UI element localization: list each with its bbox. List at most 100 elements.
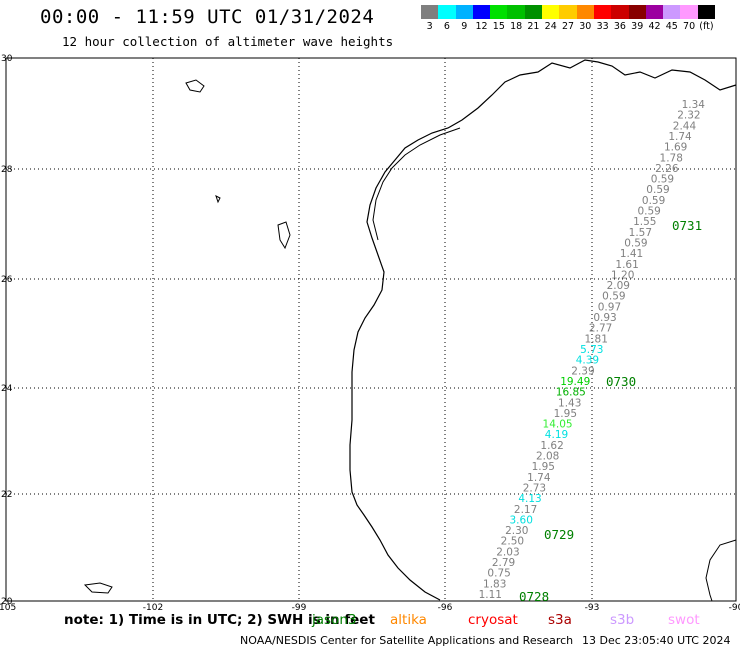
wave-height-value: 1.55 (633, 216, 656, 228)
colorbar-label: 15 (492, 21, 505, 32)
axis-labels: -105 -102 -99 -96 -93 -90 30 28 26 24 22 20 (0, 54, 740, 613)
wave-height-value: 2.17 (514, 504, 537, 516)
wave-height-value: 1.61 (615, 259, 638, 271)
colorbar-label: 18 (510, 21, 523, 32)
colorbar-label: 27 (561, 21, 575, 32)
colorbar-swatch (421, 5, 439, 19)
satellite-legend-s3a: s3a (548, 612, 572, 628)
wave-height-value: 1.34 (682, 99, 706, 111)
colorbar-swatch (697, 5, 716, 19)
colorbar-swatch (524, 5, 543, 19)
latitude-label: 20 (1, 597, 13, 607)
map-frame (5, 57, 737, 602)
colorbar-swatch (542, 5, 560, 19)
colorbar-swatch (507, 5, 525, 19)
colorbar-swatch (593, 5, 612, 19)
latitude-label: 24 (1, 384, 13, 394)
wave-height-value: 1.62 (540, 440, 563, 452)
wave-height-value: 2.77 (589, 323, 612, 335)
colorbar-swatch (438, 5, 456, 19)
wave-height-value: 3.60 (510, 514, 533, 526)
latitude-label: 30 (1, 54, 13, 64)
wave-height-value: 0.59 (642, 195, 665, 207)
wave-height-value: 0.97 (598, 301, 621, 313)
wave-height-value: 1.83 (483, 578, 506, 590)
wave-height-value: 0.59 (651, 174, 674, 186)
wave-height-value: 4.39 (576, 355, 599, 367)
wave-height-value: 1.57 (629, 227, 652, 239)
colorbar-swatch (611, 5, 629, 19)
colorbar-label: (ft) (699, 21, 714, 32)
page-subtitle: 12 hour collection of altimeter wave hei… (62, 34, 394, 49)
colorbar-labels: 3 6 9 12 15 18 21 24 27 30 33 36 39 42 45 70 (ft) (421, 21, 715, 32)
longitude-label: -96 (438, 603, 453, 613)
wave-height-value: 16.85 (556, 387, 586, 399)
satellite-track: 1.342.322.441.741.691.782.260.590.590.59… (479, 99, 706, 601)
time-labels: 0731 0730 0729 0728 (519, 218, 702, 604)
colorbar-swatch (628, 5, 646, 19)
colorbar-swatch (455, 5, 473, 19)
colorbar-swatch (663, 5, 681, 19)
wave-height-value: 4.19 (545, 429, 568, 441)
colorbar-label: 3 (426, 21, 433, 32)
wave-height-value: 2.03 (496, 546, 519, 558)
longitude-label: -102 (143, 603, 163, 613)
wave-height-value: 2.50 (501, 536, 524, 548)
colorbar-label: 21 (527, 21, 540, 32)
colorbar-label: 24 (544, 21, 557, 32)
wave-height-value: 1.41 (620, 248, 643, 260)
island-1 (185, 79, 205, 93)
graticule (6, 58, 736, 601)
wave-height-value: 2.44 (673, 120, 697, 132)
satellite-legend-jason3: jason3 (312, 612, 357, 628)
wave-height-value: 1.11 (479, 589, 502, 601)
wave-height-value: 0.59 (602, 291, 625, 303)
colorbar-label: 12 (475, 21, 488, 32)
colorbar-swatch (576, 5, 594, 19)
coastline-barrier-island (372, 127, 461, 241)
pass-time-label: 0729 (544, 527, 574, 542)
colorbar-label: 45 (665, 21, 678, 32)
wave-height-value: 2.30 (505, 525, 528, 537)
wave-height-value: 1.20 (611, 269, 634, 281)
longitude-label: -99 (292, 603, 307, 613)
wave-height-value: 2.39 (571, 365, 594, 377)
wave-height-value: 2.79 (492, 557, 515, 569)
wave-height-value: 2.32 (677, 110, 700, 122)
longitude-label: -105 (0, 603, 16, 613)
wave-height-value: 0.93 (593, 312, 616, 324)
timestamp: 13 Dec 23:05:40 UTC 2024 (582, 634, 731, 647)
pass-time-label: 0728 (519, 589, 549, 604)
credit-text: NOAA/NESDIS Center for Satellite Applica… (240, 634, 574, 647)
wave-height-value: 1.95 (554, 408, 577, 420)
wave-height-value: 2.26 (655, 163, 679, 175)
colorbar (421, 5, 716, 19)
colorbar-label: 70 (683, 21, 696, 32)
colorbar-swatch (680, 5, 698, 19)
wave-height-value: 1.43 (558, 397, 581, 409)
wave-height-value: 1.74 (527, 472, 551, 484)
colorbar-swatch (645, 5, 664, 19)
latitude-label: 28 (1, 165, 13, 175)
colorbar-label: 39 (631, 21, 644, 32)
coastline-yucatan (705, 539, 737, 602)
colorbar-label: 42 (648, 21, 661, 32)
wave-height-value: 1.78 (660, 152, 683, 164)
wave-height-value: 0.59 (637, 206, 660, 218)
wave-height-value: 1.95 (532, 461, 555, 473)
colorbar-swatch (559, 5, 577, 19)
island-2 (277, 221, 291, 250)
wave-height-value: 19.49 (560, 376, 590, 388)
colorbar-label: 6 (443, 21, 450, 32)
island-4 (215, 195, 221, 204)
satellite-legend-altika: altika (390, 612, 427, 628)
colorbar-swatch (472, 5, 491, 19)
colorbar-label: 30 (579, 21, 592, 32)
wave-height-value: 5.73 (580, 344, 603, 356)
wave-height-value: 0.59 (646, 184, 669, 196)
longitude-label: -90 (729, 603, 740, 613)
wave-height-value: 2.73 (523, 482, 546, 494)
page-title: 00:00 - 11:59 UTC 01/31/2024 (40, 6, 375, 28)
satellite-legend-cryosat: cryosat (468, 612, 518, 628)
